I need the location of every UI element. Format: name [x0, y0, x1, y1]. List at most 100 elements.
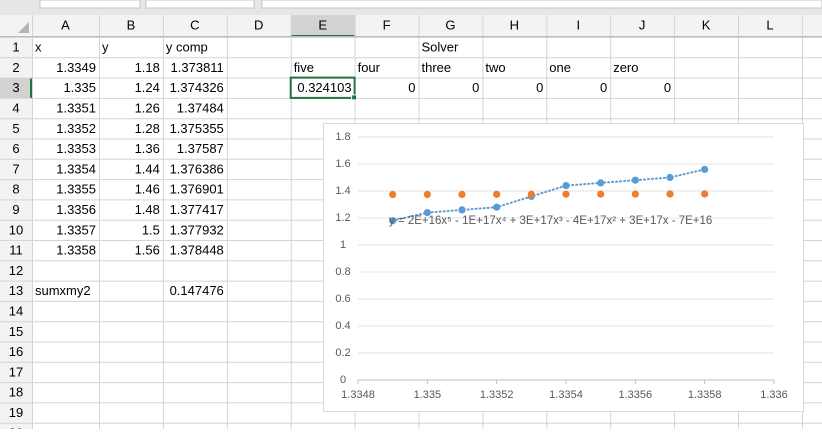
- cell-text: 1.56: [135, 243, 160, 258]
- y-tick-label: 1.2: [335, 212, 350, 224]
- column-header: H: [510, 17, 519, 32]
- x-tick-label: 1.3354: [549, 389, 583, 401]
- row-header-selected: [0, 77, 32, 98]
- y-tick-label: 0.4: [335, 320, 350, 332]
- data-point: [458, 190, 466, 198]
- column-header: L: [766, 17, 773, 32]
- y-tick-label: 1.4: [335, 185, 350, 197]
- row-header: 13: [9, 283, 23, 298]
- column-header-bar: [0, 15, 822, 37]
- column-header: K: [702, 17, 711, 32]
- cell-text: y: [102, 40, 109, 55]
- x-tick-label: 1.3352: [480, 389, 514, 401]
- cell-text: 1.36: [135, 141, 160, 156]
- row-header: 8: [12, 182, 19, 197]
- data-point: [493, 203, 501, 211]
- cell-text: 1.3349: [56, 60, 96, 75]
- x-tick-label: 1.3348: [341, 389, 375, 401]
- column-header: A: [61, 17, 70, 32]
- cell-text: 1.335: [63, 80, 96, 95]
- row-header-bar: [0, 37, 32, 429]
- cell-text: 1.377417: [170, 202, 224, 217]
- data-point: [597, 190, 605, 198]
- column-header: B: [127, 17, 136, 32]
- data-point: [701, 165, 709, 173]
- cell-text: x: [35, 40, 42, 55]
- cell-text: one: [549, 60, 571, 75]
- y-tick-label: 0: [340, 374, 346, 386]
- data-point: [423, 190, 431, 199]
- cell-text: five: [294, 60, 314, 75]
- row-header: 7: [12, 161, 19, 176]
- row-header: 17: [9, 364, 23, 379]
- cell-text: four: [358, 60, 381, 75]
- data-point: [389, 190, 397, 199]
- cell-text: 1.373811: [171, 60, 224, 75]
- cell-text: 1.37484: [177, 100, 224, 115]
- formula-bar[interactable]: [261, 0, 822, 9]
- data-point: [423, 209, 431, 217]
- data-point: [562, 182, 570, 190]
- row-header: 2: [12, 60, 19, 75]
- row-header: 9: [12, 202, 19, 217]
- column-header: G: [445, 17, 455, 32]
- cell-text: 1.48: [135, 202, 160, 217]
- row-header: 15: [9, 324, 23, 339]
- cell-text: 1.375355: [170, 121, 224, 136]
- cell-text: 1.3351: [56, 100, 96, 115]
- data-point: [527, 190, 535, 198]
- cell-text: 1.378448: [170, 243, 224, 258]
- cell-text: 1.44: [135, 161, 160, 176]
- cell-text: Solver: [422, 40, 460, 55]
- x-tick-label: 1.3356: [619, 389, 653, 401]
- cell-text: three: [422, 60, 452, 75]
- y-tick-label: 0.6: [335, 293, 350, 305]
- data-point: [631, 176, 639, 184]
- row-header: 5: [12, 121, 19, 136]
- chart: 0 0.2 0.4 0.6 0.8 1 1.2 1.4 1.6 1.8 1.3348 1.335 1.3…: [323, 123, 804, 412]
- cell-text: 0.324103: [297, 80, 351, 95]
- data-point: [666, 190, 674, 198]
- cell-text: 0: [408, 80, 415, 95]
- column-header-selected: [290, 15, 355, 37]
- column-header: F: [383, 17, 391, 32]
- cell-text: sumxmy2: [35, 283, 91, 298]
- cell-text: 1.3352: [56, 121, 96, 136]
- cell-text: 0.147476: [170, 283, 224, 298]
- cell-text: 1.28: [135, 121, 160, 136]
- row-header: 12: [9, 263, 23, 278]
- sheet-tab[interactable]: [39, 0, 141, 9]
- column-header: C: [190, 17, 199, 32]
- x-tick-label: 1.3358: [688, 389, 722, 401]
- row-header: 10: [9, 222, 23, 237]
- cell-text: 1.3355: [56, 182, 96, 197]
- name-box[interactable]: [145, 0, 255, 9]
- cell-text: 0: [472, 80, 479, 95]
- selected-cell[interactable]: [289, 76, 356, 99]
- cell-text: 1.5: [142, 222, 160, 237]
- cell-text: 1.376386: [170, 161, 224, 176]
- cell-text: 0: [600, 80, 607, 95]
- cell-text: 0: [664, 80, 671, 95]
- trendline: [391, 168, 706, 222]
- row-header: 16: [9, 344, 23, 359]
- select-all[interactable]: [18, 22, 29, 33]
- cell-text: 1.3353: [56, 141, 96, 156]
- cell-text: 1.18: [135, 60, 160, 75]
- y-tick-label: 0.8: [335, 266, 350, 278]
- cell-text: 0: [536, 80, 543, 95]
- cell-text: 1.26: [135, 100, 160, 115]
- row-header: 19: [9, 405, 23, 420]
- cell-text: 1.37587: [177, 141, 224, 156]
- row-header: 1: [12, 40, 19, 55]
- cell-text: 1.376901: [170, 182, 224, 197]
- row-header: 18: [9, 385, 23, 400]
- cell-text: 1.3356: [56, 202, 96, 217]
- row-header: 6: [12, 141, 19, 156]
- row-header: 3: [12, 80, 19, 95]
- y-tick-label: 1.8: [335, 131, 350, 143]
- data-point: [701, 190, 709, 198]
- cell-text: 1.3358: [56, 243, 96, 258]
